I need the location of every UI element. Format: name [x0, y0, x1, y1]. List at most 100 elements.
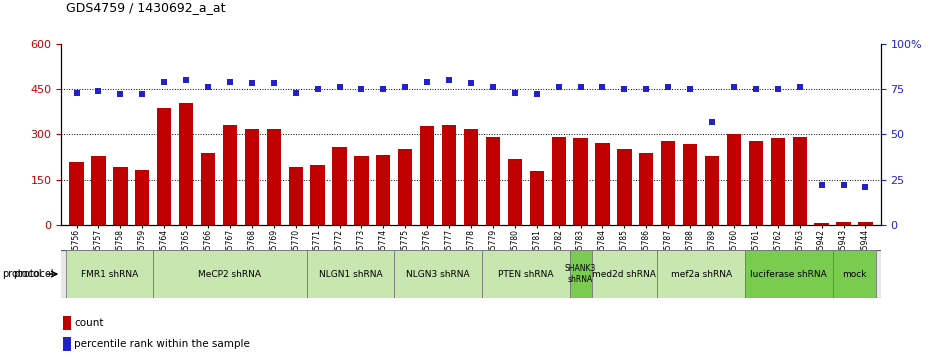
- Text: SHANK3
shRNA: SHANK3 shRNA: [565, 264, 596, 284]
- Bar: [288, 167, 302, 225]
- Point: [529, 91, 544, 97]
- Text: mock: mock: [842, 270, 867, 278]
- Bar: [595, 143, 609, 225]
- Point: [135, 91, 150, 97]
- Point: [858, 184, 873, 190]
- Text: NLGN1 shRNA: NLGN1 shRNA: [318, 270, 382, 278]
- Bar: [661, 141, 675, 225]
- Text: PTEN shRNA: PTEN shRNA: [498, 270, 554, 278]
- Text: med2d shRNA: med2d shRNA: [593, 270, 657, 278]
- Text: mef2a shRNA: mef2a shRNA: [671, 270, 732, 278]
- Bar: [179, 103, 193, 225]
- Point: [639, 86, 654, 92]
- Point: [463, 81, 479, 86]
- Point: [485, 84, 500, 90]
- Bar: [486, 137, 500, 225]
- Bar: [815, 223, 829, 225]
- Bar: [157, 108, 171, 225]
- Point: [771, 86, 786, 92]
- Bar: [70, 162, 84, 225]
- Bar: [442, 125, 456, 225]
- Bar: [267, 129, 281, 225]
- Point: [113, 91, 128, 97]
- Point: [179, 77, 194, 83]
- Point: [267, 81, 282, 86]
- Bar: [570, 250, 592, 298]
- Text: MeCP2 shRNA: MeCP2 shRNA: [199, 270, 262, 278]
- Bar: [858, 222, 872, 225]
- Bar: [640, 153, 654, 225]
- Bar: [592, 250, 658, 298]
- Point: [310, 86, 325, 92]
- Bar: [482, 250, 570, 298]
- Point: [660, 84, 675, 90]
- Bar: [136, 170, 150, 225]
- Point: [814, 182, 829, 188]
- Bar: [66, 250, 154, 298]
- Point: [419, 79, 434, 85]
- Point: [442, 77, 457, 83]
- Point: [617, 86, 632, 92]
- Point: [792, 84, 807, 90]
- Bar: [91, 156, 106, 225]
- Text: protocol: protocol: [14, 269, 57, 279]
- Bar: [529, 171, 544, 225]
- Point: [748, 86, 763, 92]
- Bar: [727, 134, 741, 225]
- Bar: [245, 129, 259, 225]
- Point: [836, 182, 851, 188]
- Bar: [223, 125, 237, 225]
- Point: [156, 79, 171, 85]
- Point: [398, 84, 413, 90]
- Bar: [398, 149, 413, 225]
- Bar: [154, 250, 307, 298]
- Point: [705, 119, 720, 125]
- Point: [354, 86, 369, 92]
- Point: [244, 81, 259, 86]
- Bar: [792, 137, 806, 225]
- Bar: [658, 250, 745, 298]
- Text: FMR1 shRNA: FMR1 shRNA: [81, 270, 138, 278]
- Point: [332, 84, 347, 90]
- Bar: [307, 250, 395, 298]
- Bar: [617, 149, 631, 225]
- Point: [222, 79, 237, 85]
- Point: [551, 84, 566, 90]
- Text: percentile rank within the sample: percentile rank within the sample: [74, 339, 251, 349]
- Bar: [63, 315, 72, 330]
- Point: [508, 90, 523, 95]
- Bar: [63, 337, 72, 351]
- Point: [69, 90, 84, 95]
- Text: count: count: [74, 318, 104, 328]
- Point: [91, 88, 106, 94]
- Point: [376, 86, 391, 92]
- Bar: [463, 129, 479, 225]
- Point: [726, 84, 741, 90]
- Bar: [771, 138, 785, 225]
- Bar: [201, 153, 215, 225]
- Bar: [551, 137, 566, 225]
- Bar: [508, 159, 522, 225]
- Text: protocol: protocol: [2, 269, 41, 279]
- Bar: [354, 156, 368, 225]
- Bar: [749, 141, 763, 225]
- Bar: [833, 250, 876, 298]
- Point: [201, 84, 216, 90]
- Bar: [745, 250, 833, 298]
- Point: [683, 86, 698, 92]
- Bar: [836, 222, 851, 225]
- Bar: [333, 147, 347, 225]
- Text: luciferase shRNA: luciferase shRNA: [751, 270, 827, 278]
- Bar: [420, 126, 434, 225]
- Bar: [683, 144, 697, 225]
- Bar: [705, 156, 719, 225]
- Bar: [311, 165, 325, 225]
- Point: [573, 84, 588, 90]
- Text: NLGN3 shRNA: NLGN3 shRNA: [406, 270, 470, 278]
- Bar: [113, 167, 127, 225]
- Bar: [395, 250, 482, 298]
- Point: [288, 90, 303, 95]
- Bar: [574, 138, 588, 225]
- Text: GDS4759 / 1430692_a_at: GDS4759 / 1430692_a_at: [66, 1, 225, 15]
- Point: [595, 84, 610, 90]
